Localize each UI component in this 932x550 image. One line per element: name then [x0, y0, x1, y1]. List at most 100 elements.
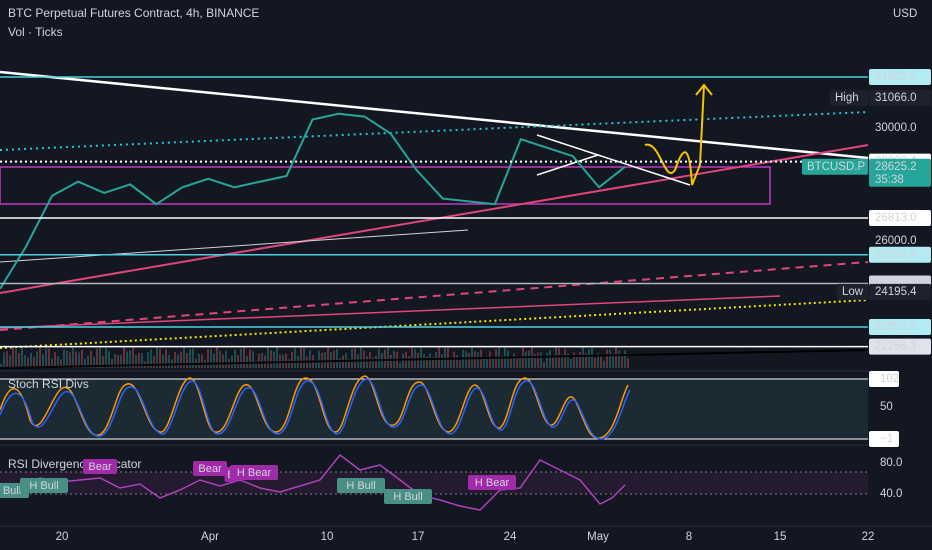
- volume-bar: [15, 349, 17, 368]
- level-box: [869, 431, 899, 447]
- volume-bar: [327, 346, 329, 368]
- range-box: [0, 166, 771, 205]
- volume-bar: [543, 362, 545, 368]
- volume-bar: [60, 359, 62, 368]
- volume-bar: [588, 349, 590, 368]
- price-label-box: [869, 209, 931, 226]
- volume-bar: [39, 347, 41, 368]
- volume-bar: [525, 351, 527, 368]
- stoch-d: [0, 378, 631, 440]
- volume-bar: [552, 356, 554, 368]
- volume-bar: [27, 357, 29, 368]
- volume-bar: [567, 354, 569, 368]
- volume-bar: [93, 356, 95, 368]
- chart-subtitle: Vol · Ticks: [8, 25, 63, 39]
- pane-title: RSI Divergence Indicator: [8, 457, 141, 471]
- divergence-tag: H Bull: [393, 491, 422, 503]
- price-label: 25510.4: [875, 249, 917, 261]
- volume-bar: [129, 350, 131, 368]
- volume-bar: [453, 351, 455, 368]
- volume-bar: [150, 349, 152, 368]
- volume-bar: [456, 355, 458, 368]
- volume-bar: [57, 356, 59, 368]
- stoch-level-label: 102: [880, 373, 899, 385]
- volume-bar: [252, 351, 254, 368]
- volume-bar: [489, 351, 491, 368]
- volume-bar: [483, 358, 485, 368]
- volume-bar: [108, 351, 110, 368]
- volume-bar: [510, 358, 512, 368]
- volume-bar: [390, 354, 392, 368]
- triangle: [536, 134, 691, 186]
- rsi-band: [0, 472, 868, 494]
- volume-bar: [318, 350, 320, 368]
- price-label-box: [869, 246, 931, 263]
- volume-bar: [459, 360, 461, 368]
- volume-bar: [258, 353, 260, 368]
- price-label-box: [869, 338, 931, 355]
- volume-bar: [45, 348, 47, 368]
- volume-bar: [432, 357, 434, 368]
- volume-bar: [270, 350, 272, 368]
- volume-bar: [399, 363, 401, 368]
- divergence-tag: Bear: [198, 463, 222, 475]
- volume-bar: [546, 352, 548, 368]
- volume-bar: [273, 351, 275, 368]
- stoch-level-label: 50: [880, 401, 893, 413]
- volume-bar: [594, 357, 596, 368]
- volume-bar: [72, 346, 74, 368]
- volume-bar: [348, 359, 350, 368]
- volume-bar: [360, 346, 362, 368]
- volume-bar: [162, 354, 164, 368]
- price-tag-box: [837, 283, 868, 300]
- divergence-tag: H Bear: [475, 477, 510, 489]
- volume-bar: [84, 359, 86, 368]
- volume-bar: [105, 348, 107, 368]
- volume-bar: [186, 353, 188, 368]
- volume-bar: [570, 358, 572, 368]
- volume-bar: [507, 350, 509, 368]
- volume-bar: [255, 361, 257, 368]
- volume-bar: [564, 348, 566, 368]
- volume-bar: [417, 352, 419, 368]
- volume-bar: [603, 360, 605, 368]
- volume-bar: [240, 348, 242, 368]
- volume-bar: [3, 352, 5, 368]
- price-tag: High: [835, 92, 859, 104]
- price-label: 28625.2: [875, 161, 917, 173]
- projection-arrow: [644, 83, 713, 186]
- trendline: [0, 295, 781, 329]
- trendline: [0, 111, 869, 151]
- volume-bar: [54, 352, 56, 368]
- volume-bar: [627, 358, 629, 368]
- volume-bar: [96, 348, 98, 368]
- volume-bar: [198, 353, 200, 368]
- volume-bar: [126, 351, 128, 368]
- volume-bar: [441, 354, 443, 368]
- volume-bar: [378, 348, 380, 368]
- volume-bar: [210, 349, 212, 368]
- trendline: [0, 70, 869, 160]
- rsi-level-label: 80.0: [880, 457, 902, 469]
- chart-title: BTC Perpetual Futures Contract, 4h, BINA…: [8, 6, 259, 20]
- volume-bar: [36, 351, 38, 368]
- divergence-tag-box: [83, 459, 117, 474]
- volume-bar: [81, 350, 83, 368]
- volume-bar: [573, 352, 575, 368]
- rsi-line: [0, 453, 626, 511]
- volume-bar: [420, 347, 422, 368]
- volume-bar: [519, 356, 521, 368]
- volume-bar: [168, 354, 170, 368]
- volume-bar: [471, 346, 473, 368]
- volume-bar: [423, 354, 425, 368]
- level-box: [869, 371, 899, 387]
- volume-bar: [477, 352, 479, 368]
- volume-bar: [87, 355, 89, 368]
- volume-bar: [102, 355, 104, 368]
- time-label: 24: [504, 531, 517, 543]
- divergence-tag-box: [468, 475, 516, 490]
- dynamic-layer: 31802.531066.0High30000.028808.428625.23…: [0, 69, 931, 543]
- volume-bar: [75, 351, 77, 368]
